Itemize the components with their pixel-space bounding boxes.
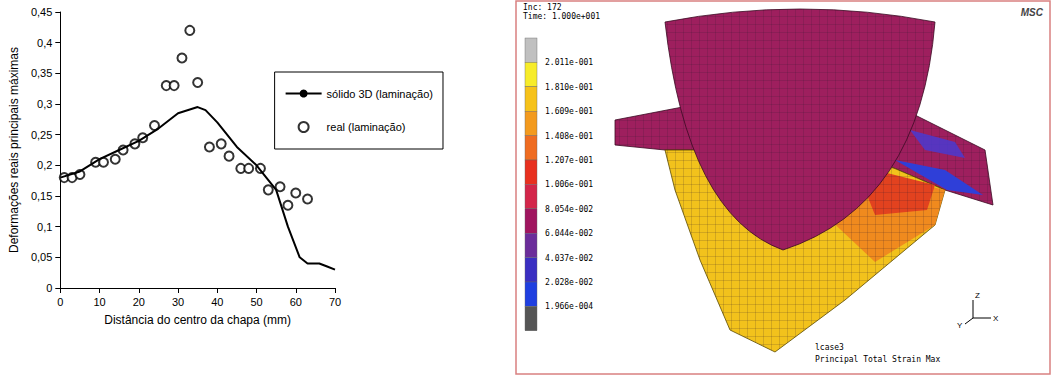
svg-text:0,1: 0,1 xyxy=(37,221,52,233)
svg-text:1.966e-004: 1.966e-004 xyxy=(545,302,593,311)
svg-text:8.054e-002: 8.054e-002 xyxy=(545,205,593,214)
svg-text:0,2: 0,2 xyxy=(37,159,52,171)
svg-text:lcase3: lcase3 xyxy=(815,343,844,352)
svg-text:Principal Total Strain Max: Principal Total Strain Max xyxy=(815,355,940,364)
svg-text:40: 40 xyxy=(211,296,223,308)
svg-text:0: 0 xyxy=(57,296,63,308)
svg-text:Y: Y xyxy=(957,321,963,330)
svg-text:real (laminação): real (laminação) xyxy=(327,121,406,133)
svg-text:1.609e-001: 1.609e-001 xyxy=(545,107,593,116)
svg-text:Time: 1.000e+001: Time: 1.000e+001 xyxy=(523,12,600,21)
svg-text:1.207e-001: 1.207e-001 xyxy=(545,156,593,165)
svg-text:50: 50 xyxy=(250,296,262,308)
svg-text:Z: Z xyxy=(975,291,980,300)
svg-text:2.011e-001: 2.011e-001 xyxy=(545,58,593,67)
svg-text:1.408e-001: 1.408e-001 xyxy=(545,132,593,141)
svg-text:Distância do centro da chapa (: Distância do centro da chapa (mm) xyxy=(104,313,291,327)
svg-text:sólido 3D (laminação): sólido 3D (laminação) xyxy=(327,88,433,100)
svg-text:2.028e-002: 2.028e-002 xyxy=(545,278,593,287)
svg-text:1.006e-001: 1.006e-001 xyxy=(545,180,593,189)
svg-text:Deformações reais principais m: Deformações reais principais máximas xyxy=(7,47,21,253)
svg-text:0: 0 xyxy=(46,282,52,294)
svg-text:0,4: 0,4 xyxy=(37,37,52,49)
svg-text:Inc: 172: Inc: 172 xyxy=(523,3,562,12)
svg-text:X: X xyxy=(993,314,999,323)
svg-text:60: 60 xyxy=(290,296,302,308)
svg-text:0,15: 0,15 xyxy=(31,190,52,202)
svg-text:0,45: 0,45 xyxy=(31,6,52,18)
svg-text:0,25: 0,25 xyxy=(31,129,52,141)
svg-text:4.037e-002: 4.037e-002 xyxy=(545,254,593,263)
svg-text:10: 10 xyxy=(93,296,105,308)
svg-text:6.044e-002: 6.044e-002 xyxy=(545,229,593,238)
svg-text:0,35: 0,35 xyxy=(31,67,52,79)
svg-text:MSC: MSC xyxy=(1021,7,1044,18)
svg-text:20: 20 xyxy=(133,296,145,308)
svg-text:0,3: 0,3 xyxy=(37,98,52,110)
svg-text:0,05: 0,05 xyxy=(31,251,52,263)
svg-text:1.810e-001: 1.810e-001 xyxy=(545,83,593,92)
svg-text:70: 70 xyxy=(329,296,341,308)
svg-text:30: 30 xyxy=(172,296,184,308)
